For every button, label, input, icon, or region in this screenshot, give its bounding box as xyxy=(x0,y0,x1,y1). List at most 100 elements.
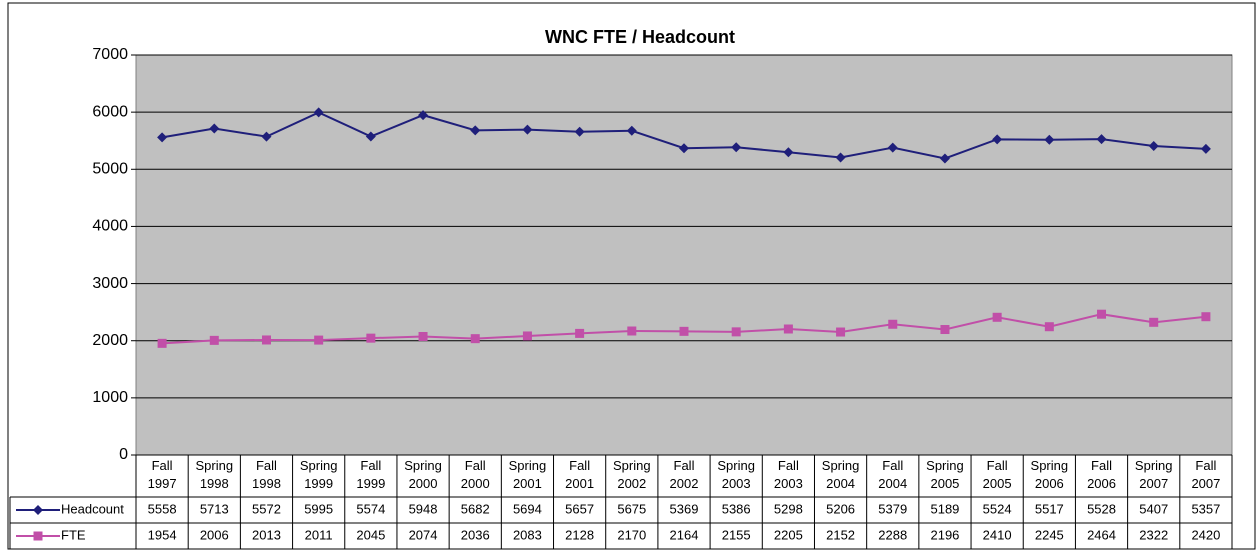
point xyxy=(209,123,220,134)
table-value: 5379 xyxy=(878,501,907,516)
x-tick-label: Fall 1997 xyxy=(148,458,177,491)
point xyxy=(1201,312,1211,322)
point xyxy=(574,126,585,137)
legend-label: FTE xyxy=(61,527,86,542)
point xyxy=(783,324,793,334)
y-tick-label: 3000 xyxy=(92,275,128,292)
point xyxy=(366,333,376,343)
table-value: 5682 xyxy=(461,501,490,516)
x-tick-label: Fall 1999 xyxy=(356,458,385,491)
x-tick-label: Fall 2001 xyxy=(565,458,594,491)
y-tick-label: 0 xyxy=(119,446,128,463)
point xyxy=(1200,143,1211,154)
point xyxy=(365,131,376,142)
x-tick-label: Fall 1998 xyxy=(252,458,281,491)
table-value: 5524 xyxy=(983,501,1012,516)
point xyxy=(1044,322,1054,332)
x-tick-label: Fall 2002 xyxy=(670,458,699,491)
table-value: 5357 xyxy=(1191,501,1220,516)
x-tick-label: Spring 2000 xyxy=(404,458,442,491)
y-tick-label: 4000 xyxy=(92,218,128,235)
x-tick-label: Spring 2002 xyxy=(613,458,651,491)
legend-label: Headcount xyxy=(61,501,124,516)
table-value: 5713 xyxy=(200,501,229,516)
table-value: 5694 xyxy=(513,501,542,516)
y-tick-label: 6000 xyxy=(92,103,128,120)
table-value: 2196 xyxy=(930,527,959,542)
table-value: 2036 xyxy=(461,527,490,542)
table-value: 5657 xyxy=(565,501,594,516)
x-tick-label: Fall 2004 xyxy=(878,458,907,491)
table-value: 1954 xyxy=(148,527,177,542)
point xyxy=(992,134,1003,145)
point xyxy=(1044,134,1055,145)
table-value: 2464 xyxy=(1087,527,1116,542)
table-value: 2045 xyxy=(356,527,385,542)
point xyxy=(836,327,846,337)
x-tick-label: Fall 2005 xyxy=(983,458,1012,491)
table-value: 5206 xyxy=(826,501,855,516)
point xyxy=(1148,141,1159,152)
point xyxy=(731,142,742,153)
point xyxy=(157,132,168,143)
plot-area xyxy=(135,54,1233,456)
table-value: 5675 xyxy=(617,501,646,516)
x-tick-label: Spring 2004 xyxy=(822,458,860,491)
table-value: 2420 xyxy=(1191,527,1220,542)
point xyxy=(626,125,637,136)
point xyxy=(940,325,950,335)
point xyxy=(313,107,324,118)
table-value: 2128 xyxy=(565,527,594,542)
point xyxy=(679,326,689,336)
x-tick-label: Fall 2000 xyxy=(461,458,490,491)
x-tick-label: Spring 1998 xyxy=(195,458,233,491)
point xyxy=(731,327,741,337)
table-value: 2205 xyxy=(774,527,803,542)
point xyxy=(314,335,324,345)
point xyxy=(1097,309,1107,319)
x-tick-label: Fall 2007 xyxy=(1191,458,1220,491)
point xyxy=(575,328,585,338)
table-value: 5517 xyxy=(1035,501,1064,516)
point xyxy=(992,312,1002,322)
chart-title: WNC FTE / Headcount xyxy=(545,27,735,47)
table-value: 5572 xyxy=(252,501,281,516)
point xyxy=(157,338,167,348)
x-tick-label: Spring 2006 xyxy=(1031,458,1069,491)
table-value: 5298 xyxy=(774,501,803,516)
point xyxy=(1096,134,1107,145)
point xyxy=(261,131,272,142)
table-value: 5558 xyxy=(148,501,177,516)
table-value: 2083 xyxy=(513,527,542,542)
table-value: 2013 xyxy=(252,527,281,542)
point xyxy=(679,143,689,154)
table-value: 2006 xyxy=(200,527,229,542)
legend-marker xyxy=(33,531,43,541)
x-tick-label: Spring 2003 xyxy=(717,458,755,491)
point xyxy=(522,331,532,341)
point xyxy=(418,110,429,121)
x-tick-label: Fall 2003 xyxy=(774,458,803,491)
table-value: 5407 xyxy=(1139,501,1168,516)
table-value: 2011 xyxy=(305,527,333,542)
table-value: 2170 xyxy=(617,527,646,542)
x-tick-label: Spring 1999 xyxy=(300,458,338,491)
table-value: 2152 xyxy=(826,527,855,542)
y-tick-label: 5000 xyxy=(92,161,128,178)
table-value: 5189 xyxy=(930,501,959,516)
point xyxy=(470,125,481,136)
table-value: 2245 xyxy=(1035,527,1064,542)
table-value: 2288 xyxy=(878,527,907,542)
point xyxy=(522,124,533,135)
table-value: 5386 xyxy=(722,501,751,516)
y-tick-label: 7000 xyxy=(92,46,128,63)
table-value: 2164 xyxy=(670,527,699,542)
point xyxy=(835,152,846,163)
table-value: 5528 xyxy=(1087,501,1116,516)
point xyxy=(627,326,637,336)
point xyxy=(209,335,219,345)
legend-marker xyxy=(33,505,43,515)
x-tick-label: Fall 2006 xyxy=(1087,458,1116,491)
point xyxy=(939,153,950,164)
